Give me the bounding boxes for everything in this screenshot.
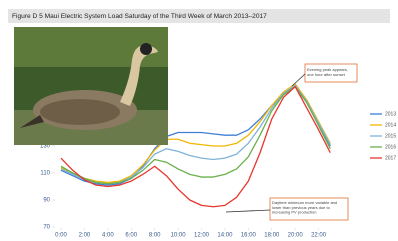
x-tick-label: 14:00 — [217, 233, 233, 239]
legend-label: 2017 — [385, 155, 396, 161]
chart: Figure D 5 Maui Electric System Load Sat… — [0, 0, 398, 241]
x-tick-label: 6:00 — [125, 233, 137, 239]
legend-label: 2013 — [385, 111, 396, 117]
x-tick-label: 0:00 — [55, 233, 67, 239]
annotation-text: Evening peak appears,one hour after suns… — [307, 67, 348, 77]
y-tick-label: 110 — [40, 171, 50, 177]
x-tick-label: 4:00 — [102, 233, 114, 239]
x-tick-label: 12:00 — [194, 233, 210, 239]
legend-label: 2016 — [385, 144, 396, 150]
photo — [14, 27, 168, 145]
x-tick-label: 8:00 — [149, 233, 161, 239]
y-tick-label: 90 — [43, 198, 50, 204]
chart-title: Figure D 5 Maui Electric System Load Sat… — [12, 13, 267, 20]
legend-label: 2015 — [385, 133, 396, 139]
x-tick-label: 2:00 — [79, 233, 91, 239]
x-tick-label: 18:00 — [264, 233, 280, 239]
x-tick-label: 22:00 — [311, 233, 327, 239]
y-tick-label: 70 — [43, 225, 50, 231]
legend-label: 2014 — [385, 122, 396, 128]
x-tick-label: 16:00 — [241, 233, 257, 239]
x-tick-label: 10:00 — [171, 233, 187, 239]
x-tick-label: 20:00 — [288, 233, 304, 239]
